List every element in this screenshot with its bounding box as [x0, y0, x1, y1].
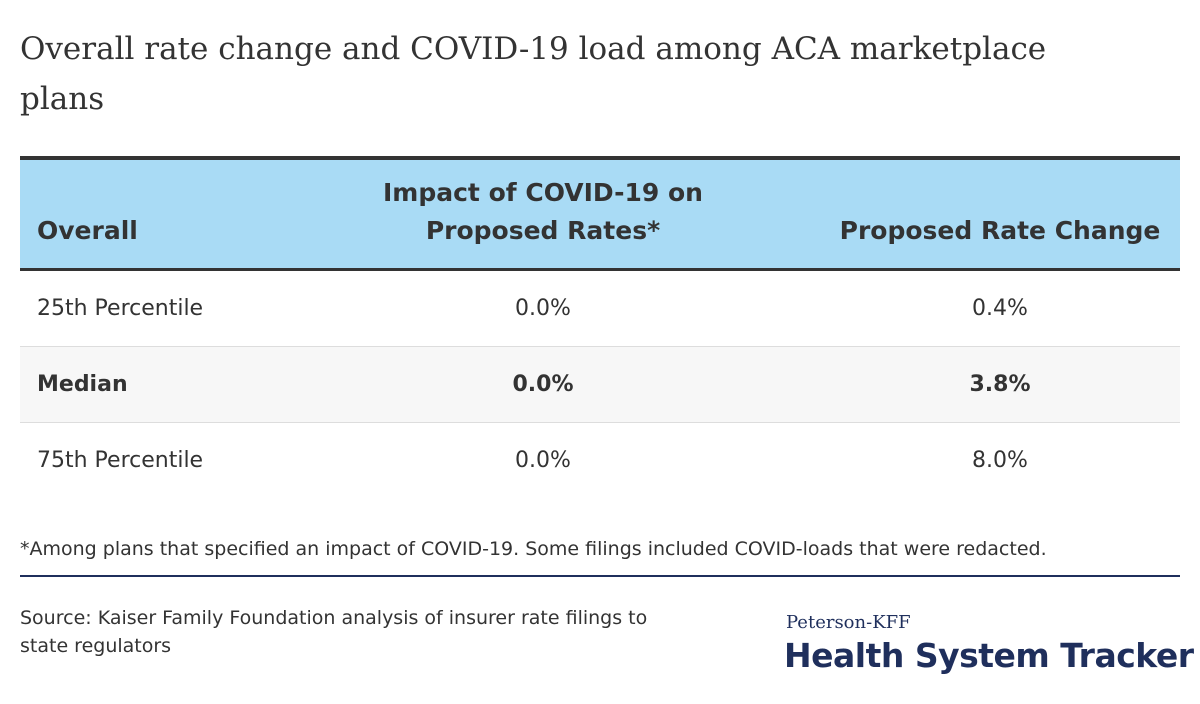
- cell: 0.0%: [515, 448, 571, 473]
- footnote: *Among plans that specified an impact of…: [20, 538, 1047, 560]
- cell: 0.0%: [515, 296, 571, 321]
- header-cell: Impact of COVID-19 on Proposed Rates*: [383, 178, 703, 245]
- source: Source: Kaiser Family Foundation analysi…: [20, 607, 648, 657]
- table: Overall Impact of COVID-19 on Proposed R…: [20, 156, 1180, 498]
- logo-bottom: Health System Tracker: [784, 636, 1194, 675]
- cell: 25th Percentile: [37, 296, 204, 321]
- table-header: Overall Impact of COVID-19 on Proposed R…: [20, 156, 1180, 271]
- cell: 0.0%: [512, 372, 574, 397]
- table-row: 75th Percentile 0.0% 8.0%: [20, 423, 1180, 498]
- cell: 75th Percentile: [37, 448, 204, 473]
- title: Overall rate change and COVID-19 load am…: [20, 31, 1047, 117]
- cell: 8.0%: [972, 448, 1028, 473]
- logo-top: Peterson-KFF: [786, 612, 911, 633]
- divider: [20, 575, 1180, 577]
- table-row: Median 0.0% 3.8%: [20, 347, 1180, 423]
- cell: 0.4%: [972, 296, 1028, 321]
- table-row: 25th Percentile 0.0% 0.4%: [20, 271, 1180, 347]
- cell: Median: [37, 372, 128, 397]
- cell: 3.8%: [969, 372, 1031, 397]
- header-cell: Proposed Rate Change: [839, 216, 1161, 245]
- header-cell: Overall: [37, 216, 138, 245]
